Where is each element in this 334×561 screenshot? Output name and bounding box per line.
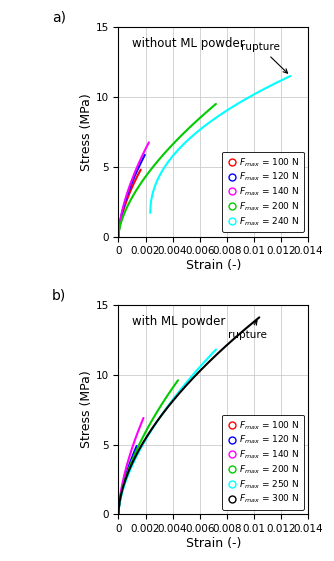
Text: b): b) <box>52 289 66 303</box>
X-axis label: Strain (-): Strain (-) <box>186 537 241 550</box>
Text: rupture: rupture <box>241 42 288 73</box>
Text: without ML powder: without ML powder <box>132 37 245 50</box>
Legend: $F_{max}$ = 100 N, $F_{max}$ = 120 N, $F_{max}$ = 140 N, $F_{max}$ = 200 N, $F_{: $F_{max}$ = 100 N, $F_{max}$ = 120 N, $F… <box>222 151 304 232</box>
Y-axis label: Stress (MPa): Stress (MPa) <box>79 371 93 448</box>
Text: with ML powder: with ML powder <box>132 315 225 328</box>
Text: a): a) <box>52 11 66 25</box>
Y-axis label: Stress (MPa): Stress (MPa) <box>79 93 93 171</box>
Legend: $F_{max}$ = 100 N, $F_{max}$ = 120 N, $F_{max}$ = 140 N, $F_{max}$ = 200 N, $F_{: $F_{max}$ = 100 N, $F_{max}$ = 120 N, $F… <box>222 415 304 510</box>
Text: rupture: rupture <box>228 321 267 340</box>
X-axis label: Strain (-): Strain (-) <box>186 259 241 272</box>
